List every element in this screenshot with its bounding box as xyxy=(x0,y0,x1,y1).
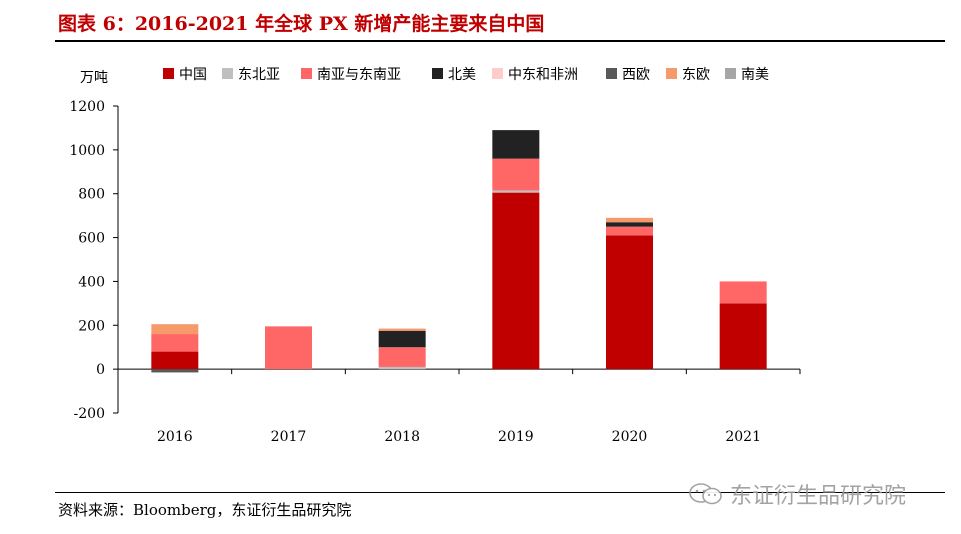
legend-swatch xyxy=(432,68,443,79)
legend-swatch xyxy=(725,68,736,79)
legend-label: 西欧 xyxy=(622,67,650,83)
legend-swatch xyxy=(301,68,312,79)
bar-segment xyxy=(378,330,426,348)
x-tick-label: 2017 xyxy=(271,429,307,445)
bar-segment xyxy=(151,324,199,335)
legend-label: 南亚与东南亚 xyxy=(317,67,401,83)
wechat-icon xyxy=(689,483,722,505)
bar-segment xyxy=(378,366,426,370)
y-tick-label: 200 xyxy=(78,318,105,334)
legend-label: 东北亚 xyxy=(238,67,280,83)
legend-label: 东欧 xyxy=(682,67,710,83)
bar-segment xyxy=(606,217,653,223)
legend-swatch xyxy=(492,68,503,79)
bar-segment xyxy=(378,347,426,367)
bar-segment xyxy=(151,351,199,370)
y-tick-label: 0 xyxy=(96,362,105,378)
x-tick-label: 2016 xyxy=(157,429,193,445)
y-tick-label: 400 xyxy=(78,274,105,290)
bar-segment xyxy=(606,235,653,370)
bar-segment xyxy=(606,222,653,227)
bar-segment xyxy=(492,192,540,370)
bar-segment xyxy=(719,303,767,370)
x-tick-label: 2019 xyxy=(498,429,534,445)
y-tick-label: 1000 xyxy=(69,143,105,159)
y-tick-label: 600 xyxy=(78,231,105,247)
bar-segment xyxy=(151,334,199,352)
watermark-text: 东证衍生品研究院 xyxy=(730,484,907,509)
bar-segment xyxy=(378,328,426,331)
x-tick-label: 2020 xyxy=(612,429,648,445)
legend-swatch xyxy=(606,68,617,79)
bar-segment xyxy=(492,190,540,193)
legend-label: 北美 xyxy=(448,67,476,83)
source-divider xyxy=(55,492,945,493)
y-unit-label: 万吨 xyxy=(80,70,108,86)
title-underline xyxy=(55,40,945,42)
bar-segment xyxy=(606,226,653,236)
bar-segment xyxy=(492,158,540,191)
y-tick-label: -200 xyxy=(74,406,105,422)
source-note: 资料来源：Bloomberg，东证衍生品研究院 xyxy=(58,501,352,519)
chart-title: 图表 6：2016-2021 年全球 PX 新增产能主要来自中国 xyxy=(58,13,545,35)
watermark: 东证衍生品研究院 xyxy=(688,478,906,510)
bar-segment xyxy=(719,281,767,304)
bar-segment xyxy=(492,130,540,159)
legend-swatch xyxy=(222,68,233,79)
x-tick-label: 2021 xyxy=(725,429,761,445)
legend-label: 中国 xyxy=(179,67,207,83)
bar-segment xyxy=(151,369,199,373)
y-tick-label: 800 xyxy=(78,187,105,203)
legend-label: 中东和非洲 xyxy=(508,67,578,83)
bar-segment xyxy=(265,326,312,370)
legend-swatch xyxy=(163,68,174,79)
y-tick-label: 1200 xyxy=(69,99,105,115)
legend-swatch xyxy=(666,68,677,79)
x-tick-label: 2018 xyxy=(384,429,420,445)
legend-label: 南美 xyxy=(741,67,769,83)
